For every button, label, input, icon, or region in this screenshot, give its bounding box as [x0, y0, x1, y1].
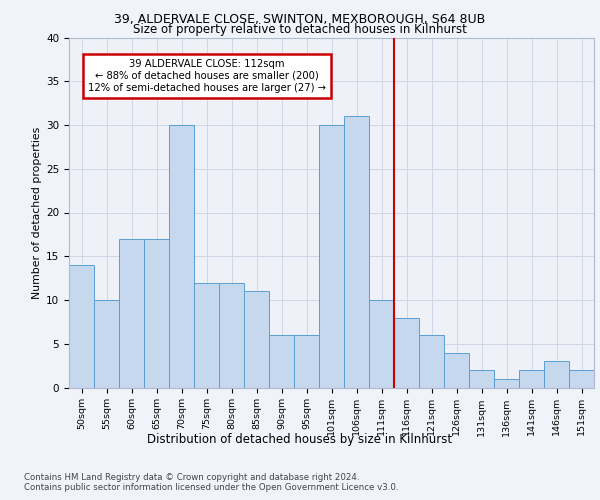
Bar	[369, 300, 394, 388]
Bar	[544, 361, 569, 388]
Bar	[244, 291, 269, 388]
Text: 39, ALDERVALE CLOSE, SWINTON, MEXBOROUGH, S64 8UB: 39, ALDERVALE CLOSE, SWINTON, MEXBOROUGH…	[115, 12, 485, 26]
Text: Contains public sector information licensed under the Open Government Licence v3: Contains public sector information licen…	[24, 482, 398, 492]
Bar	[394, 318, 419, 388]
Bar	[219, 282, 244, 388]
Bar	[169, 125, 194, 388]
Bar	[344, 116, 369, 388]
Bar	[69, 265, 94, 388]
Text: Size of property relative to detached houses in Kilnhurst: Size of property relative to detached ho…	[133, 22, 467, 36]
Bar	[444, 352, 469, 388]
Bar	[194, 282, 219, 388]
Text: Distribution of detached houses by size in Kilnhurst: Distribution of detached houses by size …	[148, 432, 452, 446]
Bar	[319, 125, 344, 388]
Y-axis label: Number of detached properties: Number of detached properties	[32, 126, 42, 298]
Bar	[419, 335, 444, 388]
Bar	[144, 239, 169, 388]
Bar	[519, 370, 544, 388]
Text: Contains HM Land Registry data © Crown copyright and database right 2024.: Contains HM Land Registry data © Crown c…	[24, 472, 359, 482]
Bar	[469, 370, 494, 388]
Bar	[94, 300, 119, 388]
Bar	[294, 335, 319, 388]
Text: 39 ALDERVALE CLOSE: 112sqm
← 88% of detached houses are smaller (200)
12% of sem: 39 ALDERVALE CLOSE: 112sqm ← 88% of deta…	[88, 60, 325, 92]
Bar	[269, 335, 294, 388]
Bar	[119, 239, 144, 388]
Bar	[569, 370, 594, 388]
Bar	[494, 379, 519, 388]
